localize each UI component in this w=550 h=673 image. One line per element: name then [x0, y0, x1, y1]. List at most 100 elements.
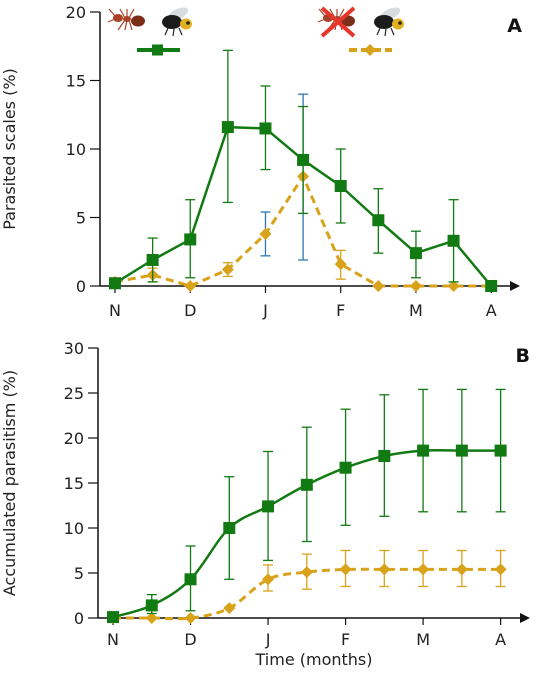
x-tick-label: M [409, 301, 423, 320]
data-point [447, 234, 460, 247]
x-tick-label: J [262, 301, 268, 320]
wasp-icon [162, 7, 192, 37]
data-point [334, 258, 347, 271]
ant-leg [124, 19, 128, 31]
wasp-eye [398, 21, 402, 25]
y-tick-label: 0 [76, 277, 86, 296]
x-tick-label: M [416, 630, 430, 649]
wasp-head [180, 18, 192, 30]
legend [107, 6, 404, 56]
x-tick-label: J [265, 630, 271, 649]
cross-mark [320, 6, 356, 38]
legend-marker-orange [364, 44, 376, 56]
series-green [107, 388, 507, 624]
data-point [378, 450, 391, 462]
data-point [334, 179, 347, 192]
data-point [300, 566, 313, 579]
data-point [223, 522, 236, 534]
data-point [485, 280, 498, 292]
data-point [417, 444, 430, 457]
x-axis-arrow [520, 613, 530, 623]
data-point [409, 247, 422, 260]
data-point [447, 280, 460, 292]
y-axis-label: Parasited scales (%) [0, 68, 19, 230]
ant-antenna [317, 18, 326, 23]
data-point [184, 280, 197, 292]
data-point [184, 573, 197, 586]
x-axis-label: Time (months) [255, 650, 373, 669]
x-tick-label: A [486, 301, 497, 320]
wasp-leg [376, 27, 381, 36]
ant-leg [128, 19, 133, 31]
x-tick-label: F [341, 630, 350, 649]
data-point [221, 263, 234, 276]
data-point [339, 563, 352, 576]
data-point [494, 444, 507, 457]
data-point [145, 599, 158, 612]
x-tick-label: N [107, 630, 119, 649]
data-point [300, 478, 313, 491]
y-tick-label: 15 [64, 474, 84, 493]
data-point [262, 500, 275, 513]
y-tick-label: 20 [66, 3, 86, 22]
data-point [146, 253, 159, 266]
wasp-leg [172, 28, 175, 37]
ant-antenna [108, 8, 116, 17]
x-tick-label: F [336, 301, 345, 320]
legend-marker-green [152, 44, 163, 56]
ant-leg [119, 8, 126, 19]
y-tick-label: 25 [64, 384, 84, 403]
wasp-body [374, 15, 394, 29]
panel-letter: A [507, 15, 522, 37]
wasp-icon [374, 7, 404, 37]
y-tick-label: 5 [76, 209, 86, 228]
ant-icon [107, 8, 145, 31]
data-point [378, 563, 391, 576]
x-tick-label: A [495, 630, 506, 649]
series-line [113, 567, 501, 621]
ant-abdomen [131, 15, 145, 27]
panel-letter: B [516, 345, 530, 367]
ant-leg [338, 8, 345, 19]
data-point [372, 214, 385, 227]
data-point [339, 461, 352, 474]
y-tick-label: 30 [64, 339, 84, 358]
wasp-head [392, 18, 404, 30]
data-point [372, 280, 385, 292]
wasp-eye [186, 21, 190, 25]
y-tick-label: 10 [66, 140, 86, 159]
data-point [259, 227, 272, 240]
y-tick-label: 0 [74, 609, 84, 628]
data-point [184, 612, 197, 624]
data-point [223, 602, 236, 615]
data-point [494, 563, 507, 576]
data-point [184, 233, 197, 246]
x-tick-label: D [184, 630, 196, 649]
data-point [107, 611, 119, 624]
wasp-leg [390, 27, 395, 36]
data-point [221, 121, 234, 134]
wasp-body [162, 15, 182, 29]
ant-leg [117, 19, 126, 31]
panel-a: 0 5 10 15 20 N D J F M A Parasited scales (%) A [0, 3, 522, 320]
ant-antenna [318, 8, 326, 17]
data-point [262, 573, 275, 586]
data-point [455, 563, 468, 576]
data-point [259, 122, 272, 135]
series-green [109, 49, 498, 292]
y-tick-label: 10 [64, 519, 84, 538]
data-point [409, 280, 422, 292]
x-tick-label: D [184, 301, 196, 320]
data-point [145, 612, 158, 624]
data-point [417, 563, 430, 576]
series-orange [107, 549, 507, 624]
wasp-leg [164, 27, 169, 36]
x-axis-arrow [510, 281, 520, 291]
x-tick-label: N [109, 301, 121, 320]
data-point [109, 277, 121, 290]
wasp-leg [178, 27, 183, 36]
ant-head [113, 14, 123, 22]
ant-antenna [107, 18, 116, 23]
y-tick-label: 15 [66, 72, 86, 91]
